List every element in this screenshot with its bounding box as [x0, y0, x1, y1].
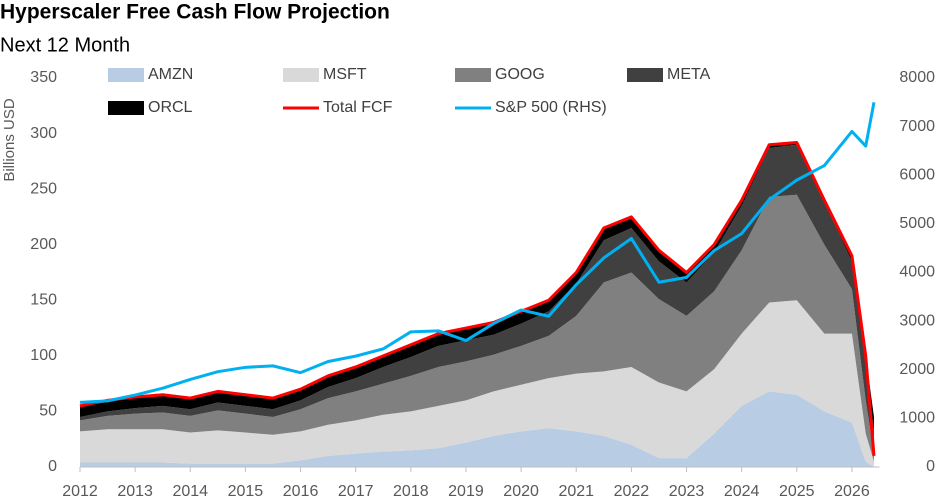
- y-tick-label: 150: [30, 292, 57, 309]
- x-tick-label: 2024: [724, 483, 760, 500]
- x-tick-label: 2020: [503, 483, 539, 500]
- x-tick-label: 2026: [834, 483, 870, 500]
- x-tick-label: 2012: [62, 483, 98, 500]
- legend-swatch: [108, 68, 144, 82]
- legend-swatch: [627, 68, 663, 82]
- y2-tick-label: 1000: [899, 410, 935, 427]
- y-tick-label: 100: [30, 347, 57, 364]
- x-tick-label: 2015: [228, 483, 264, 500]
- y-tick-label: 0: [48, 458, 57, 475]
- chart-subtitle: Next 12 Month: [0, 34, 130, 56]
- stacked-area: [80, 142, 874, 431]
- legend-swatch: [108, 101, 144, 115]
- legend-label: GOOG: [495, 66, 545, 83]
- x-tick-label: 2017: [338, 483, 374, 500]
- x-tick-label: 2019: [448, 483, 484, 500]
- stacked-area: [80, 144, 874, 453]
- x-tick-label: 2018: [393, 483, 429, 500]
- y-tick-label: 200: [30, 236, 57, 253]
- y2-tick-label: 8000: [899, 69, 935, 86]
- chart-title: Hyperscaler Free Cash Flow Projection: [0, 1, 390, 24]
- stacked-area: [80, 300, 874, 467]
- y2-tick-label: 2000: [899, 361, 935, 378]
- stacked-area: [80, 391, 874, 467]
- y-tick-label: 300: [30, 125, 57, 142]
- x-tick-label: 2016: [283, 483, 319, 500]
- x-tick-label: 2014: [172, 483, 208, 500]
- legend-label: MSFT: [323, 66, 367, 83]
- legend-label: AMZN: [148, 66, 193, 83]
- legend-label: Total FCF: [323, 99, 393, 116]
- x-tick-label: 2022: [614, 483, 650, 500]
- x-tick-label: 2025: [779, 483, 815, 500]
- x-tick-label: 2021: [558, 483, 594, 500]
- y2-tick-label: 4000: [899, 264, 935, 281]
- y-tick-label: 350: [30, 69, 57, 86]
- legend-label: META: [667, 66, 711, 83]
- line: [79, 102, 876, 404]
- y-tick-label: 50: [39, 403, 57, 420]
- legend-swatch: [455, 68, 491, 82]
- y2-tick-label: 5000: [899, 215, 935, 232]
- legend-swatch: [283, 68, 319, 82]
- y-tick-label: 250: [30, 180, 57, 197]
- y2-tick-label: 7000: [899, 118, 935, 135]
- y2-tick-label: 3000: [899, 312, 935, 329]
- legend-label: S&P 500 (RHS): [495, 99, 607, 116]
- x-tick-label: 2013: [117, 483, 153, 500]
- y2-tick-label: 0: [926, 458, 935, 475]
- legend-label: ORCL: [148, 99, 193, 116]
- y2-tick-label: 6000: [899, 166, 935, 183]
- stacked-area: [80, 194, 874, 462]
- x-tick-label: 2023: [669, 483, 705, 500]
- y-axis-label: Billions USD: [1, 98, 18, 182]
